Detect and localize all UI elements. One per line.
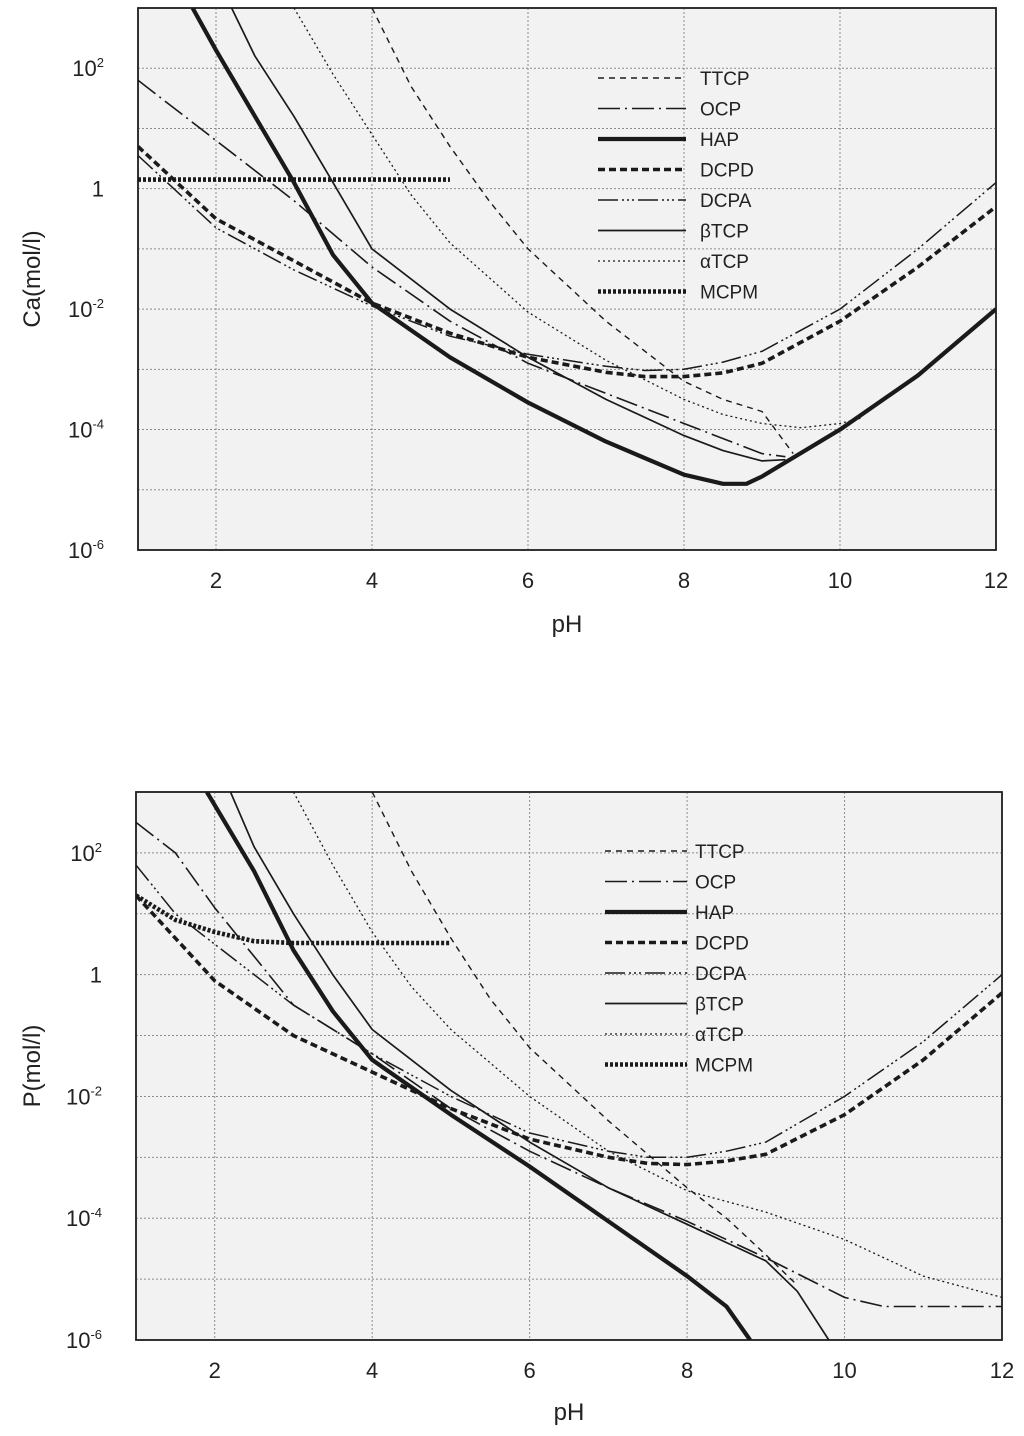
y-tick-label: 10-2 xyxy=(66,1083,102,1109)
plot-area xyxy=(137,7,997,551)
legend-label-mcpm: MCPM xyxy=(700,283,758,304)
x-tick-label: 10 xyxy=(828,568,852,593)
plot-frame xyxy=(135,791,1003,1341)
legend-label-alpha-tcp: αTCP xyxy=(695,1025,744,1046)
y-tick-label: 10-6 xyxy=(66,1327,102,1353)
y-tick-label: 10-4 xyxy=(66,1205,102,1231)
series-alpha-tcp-line xyxy=(293,8,864,429)
x-tick-label: 8 xyxy=(678,568,690,593)
series-hap-line xyxy=(190,8,996,486)
x-tick-label: 4 xyxy=(366,1358,378,1383)
legend-label-ocp: OCP xyxy=(695,873,736,894)
y-axis-title: Ca(mol/l) xyxy=(19,230,46,327)
y-tick-label: 10-2 xyxy=(68,296,104,322)
y-tick-label: 10-4 xyxy=(68,417,104,443)
legend-label-alpha-tcp: αTCP xyxy=(700,252,749,273)
series-beta-tcp-line xyxy=(229,792,830,1340)
x-tick-label: 6 xyxy=(522,568,534,593)
legend-label-hap: HAP xyxy=(695,903,734,924)
x-tick-label: 4 xyxy=(366,568,378,593)
x-tick-label: 6 xyxy=(524,1358,536,1383)
series-dcpd-line xyxy=(136,894,1002,1167)
legend: TTCP OCP HAP DCPD DCPA βTCP αTCP MCPM xyxy=(598,69,758,304)
p-chart: 2 4 6 8 10 12 102 1 10-2 10-4 10-6 pH P(mol/l) TTCP OC… xyxy=(19,791,1014,1426)
y-tick-label: 10-6 xyxy=(68,537,104,563)
legend: TTCP OCP HAP DCPD DCPA βTCP αTCP MCPM xyxy=(605,842,753,1077)
series-hap-line xyxy=(205,792,752,1340)
series-ocp-line xyxy=(136,821,1002,1308)
legend-label-mcpm: MCPM xyxy=(695,1056,753,1077)
x-axis-title: pH xyxy=(554,1399,585,1426)
series-mcpm-line xyxy=(136,893,451,946)
legend-label-hap: HAP xyxy=(700,130,739,151)
legend-label-dcpa: DCPA xyxy=(700,191,752,212)
ca-chart: 2 4 6 8 10 12 102 1 10-2 10-4 10-6 pH Ca(mol/l) TTCP O… xyxy=(19,7,1008,638)
legend-label-ocp: OCP xyxy=(700,100,741,121)
x-tick-label: 10 xyxy=(832,1358,856,1383)
series-ocp-line xyxy=(138,79,786,458)
x-axis-title: pH xyxy=(552,611,583,638)
plot-frame xyxy=(137,7,997,551)
series-group xyxy=(136,792,1002,1340)
plot-area xyxy=(135,791,1003,1341)
legend-label-dcpd: DCPD xyxy=(695,934,749,955)
legend-label-dcpa: DCPA xyxy=(695,964,747,985)
x-tick-label: 12 xyxy=(984,568,1008,593)
x-tick-label: 8 xyxy=(681,1358,693,1383)
legend-label-beta-tcp: βTCP xyxy=(695,995,744,1016)
y-axis-title: P(mol/l) xyxy=(19,1025,46,1108)
legend-label-ttcp: TTCP xyxy=(695,842,745,863)
y-tick-label: 102 xyxy=(72,55,104,81)
x-tick-label: 12 xyxy=(990,1358,1014,1383)
x-tick-label: 2 xyxy=(209,1358,221,1383)
series-ttcp-line xyxy=(371,8,794,455)
legend-label-ttcp: TTCP xyxy=(700,69,750,90)
y-tick-label: 102 xyxy=(70,840,102,866)
legend-label-dcpd: DCPD xyxy=(700,161,754,182)
legend-label-beta-tcp: βTCP xyxy=(700,222,749,243)
series-beta-tcp-line xyxy=(230,8,786,462)
y-tick-label: 1 xyxy=(90,963,102,988)
series-dcpd-line xyxy=(138,145,996,379)
series-dcpa-line xyxy=(138,154,996,372)
x-tick-label: 2 xyxy=(210,568,222,593)
series-ttcp-line xyxy=(371,792,798,1286)
series-group xyxy=(138,8,996,486)
y-tick-label: 1 xyxy=(92,177,104,202)
